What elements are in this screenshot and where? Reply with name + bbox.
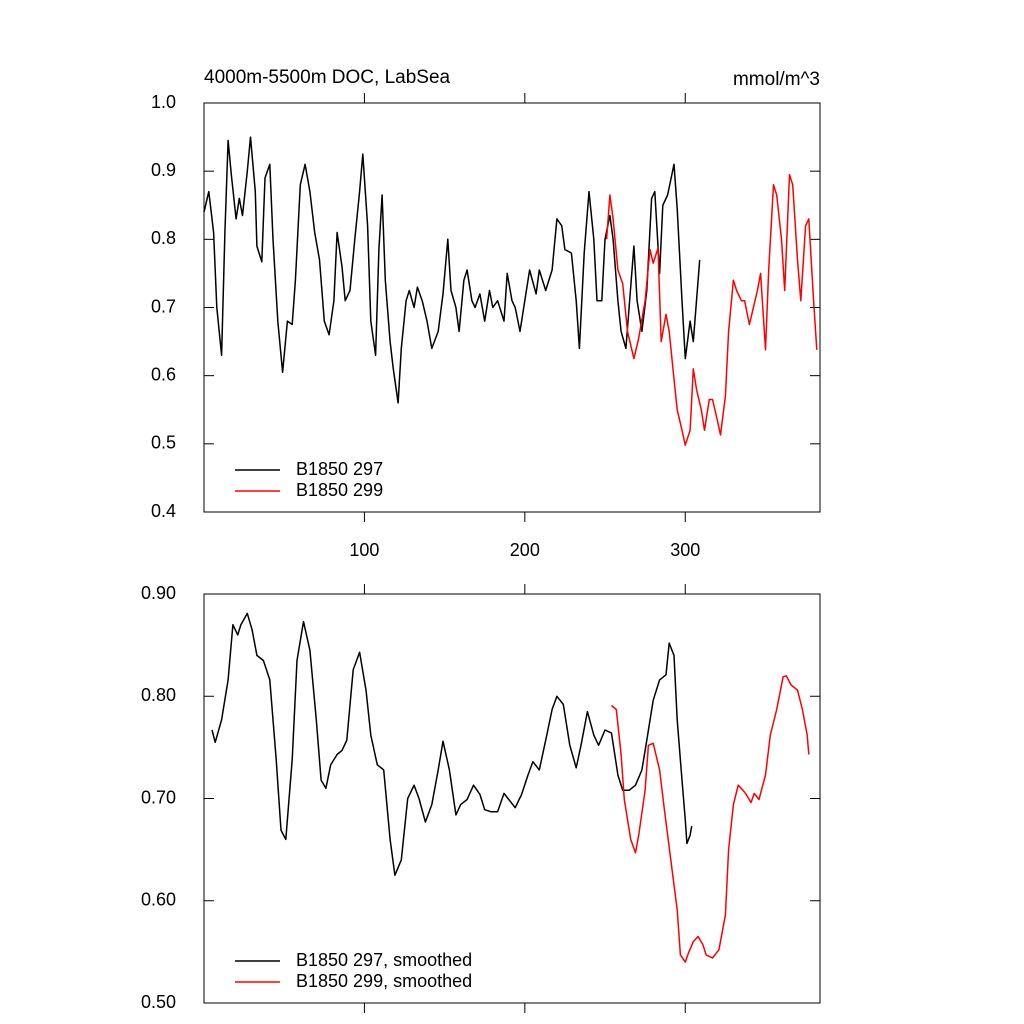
- chart-title: 4000m-5500m DOC, LabSea: [204, 67, 451, 88]
- x-tick-label: 300: [670, 540, 700, 560]
- series-line: [611, 675, 810, 963]
- y-tick-label: 0.60: [141, 890, 176, 910]
- plot-frame: [203, 593, 821, 1004]
- y-tick-label: 0.6: [151, 364, 176, 384]
- series-line: [211, 612, 693, 876]
- legend-label: B1850 297, smoothed: [296, 950, 472, 970]
- series-line: [605, 173, 818, 446]
- y-tick-label: 0.90: [141, 583, 176, 603]
- y-tick-label: 0.5: [151, 433, 176, 453]
- y-tick-label: 0.7: [151, 296, 176, 316]
- units-label: mmol/m^3: [733, 69, 820, 90]
- legend-label: B1850 297: [296, 459, 383, 479]
- x-tick-label: 100: [349, 540, 379, 560]
- series-line: [203, 136, 701, 404]
- x-tick-label: 200: [510, 540, 540, 560]
- plot-frame: [203, 102, 821, 513]
- y-tick-label: 0.70: [141, 787, 176, 807]
- y-tick-label: 0.8: [151, 228, 176, 248]
- y-tick-label: 0.50: [141, 992, 176, 1012]
- y-tick-label: 0.80: [141, 685, 176, 705]
- y-tick-label: 1.0: [151, 92, 176, 112]
- y-tick-label: 0.9: [151, 160, 176, 180]
- legend-label: B1850 299: [296, 480, 383, 500]
- legend-label: B1850 299, smoothed: [296, 971, 472, 991]
- y-tick-label: 0.4: [151, 501, 176, 521]
